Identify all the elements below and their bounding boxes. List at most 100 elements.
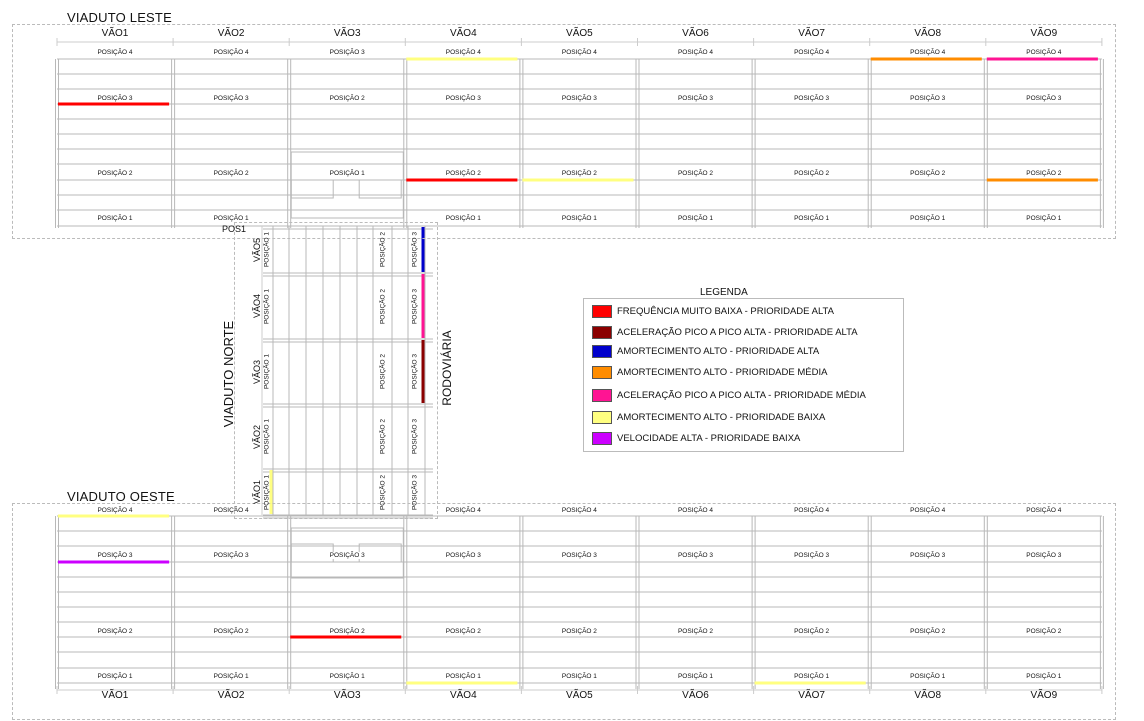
legend-label: ACELERAÇÃO PICO A PICO ALTA - PRIORIDADE…	[617, 389, 866, 401]
position-label: POSIÇÃO 3	[85, 95, 145, 102]
position-label: POSIÇÃO 3	[781, 552, 842, 559]
position-label: POSIÇÃO 4	[549, 507, 610, 514]
position-label: POSIÇÃO 2	[781, 170, 842, 177]
span-label: VÃO4	[449, 28, 477, 39]
position-label: POSIÇÃO 2	[665, 628, 726, 635]
position-label: POSIÇÃO 2	[433, 170, 494, 177]
north-position-label: POSIÇÃO 2	[379, 231, 387, 268]
legend-swatch	[592, 304, 612, 318]
legend-item: VELOCIDADE ALTA - PRIORIDADE BAIXA	[592, 430, 800, 446]
north-position-label: POSIÇÃO 2	[379, 474, 387, 510]
north-position-label: POSIÇÃO 3	[411, 418, 419, 455]
north-span-label: VÃO3	[252, 359, 262, 384]
north-pos1-label: POS1	[222, 224, 247, 234]
position-label: POSIÇÃO 2	[1013, 628, 1074, 635]
north-position-label: POSIÇÃO 1	[263, 474, 271, 510]
north-position-label: POSIÇÃO 3	[411, 288, 419, 324]
span-label: VÃO9	[1030, 690, 1058, 701]
position-label: POSIÇÃO 2	[549, 170, 610, 177]
legend-item: AMORTECIMENTO ALTO - PRIORIDADE MÉDIA	[592, 364, 827, 380]
position-label: POSIÇÃO 1	[549, 215, 610, 222]
west-viaduct-outline	[12, 503, 1116, 720]
position-label: POSIÇÃO 2	[317, 628, 378, 635]
span-label: VÃO8	[914, 28, 942, 39]
east-viaduct-outline	[12, 24, 1116, 239]
position-label: POSIÇÃO 3	[549, 95, 610, 102]
north-position-label: POSIÇÃO 1	[263, 288, 271, 324]
north-span-label: VÃO4	[252, 294, 262, 319]
legend-item: AMORTECIMENTO ALTO - PRIORIDADE ALTA	[592, 343, 819, 359]
position-label: POSIÇÃO 4	[665, 507, 726, 514]
legend-label: AMORTECIMENTO ALTO - PRIORIDADE BAIXA	[617, 411, 826, 423]
position-label: POSIÇÃO 2	[201, 628, 262, 635]
position-label: POSIÇÃO 2	[897, 628, 958, 635]
span-label: VÃO2	[217, 690, 245, 701]
north-viaduct-outline	[234, 222, 438, 519]
position-label: POSIÇÃO 4	[433, 49, 494, 56]
position-label: POSIÇÃO 2	[433, 628, 494, 635]
position-label: POSIÇÃO 3	[433, 95, 494, 102]
position-label: POSIÇÃO 4	[1013, 507, 1074, 514]
span-label: VÃO9	[1030, 28, 1058, 39]
north-viaduct-title: VIADUTO NORTE	[221, 320, 236, 428]
north-span-label: VÃO5	[252, 237, 262, 262]
rodoviaria-label: RODOVIÁRIA	[440, 330, 454, 406]
north-position-label: POSIÇÃO 3	[411, 353, 419, 390]
position-label: POSIÇÃO 4	[781, 507, 842, 514]
position-label: POSIÇÃO 1	[897, 215, 958, 222]
position-label: POSIÇÃO 4	[201, 49, 262, 56]
position-label: POSIÇÃO 2	[317, 95, 378, 102]
north-position-label: POSIÇÃO 2	[379, 288, 387, 324]
position-label: POSIÇÃO 2	[201, 170, 262, 177]
east-junction-part	[290, 179, 334, 199]
position-label: POSIÇÃO 2	[665, 170, 726, 177]
position-label: POSIÇÃO 3	[665, 95, 726, 102]
east-viaduct-title: VIADUTO LESTE	[67, 10, 172, 25]
position-label: POSIÇÃO 1	[433, 215, 494, 222]
position-label: POSIÇÃO 1	[85, 215, 145, 222]
position-label: POSIÇÃO 1	[549, 673, 610, 680]
north-span-label: VÃO1	[252, 480, 262, 505]
span-label: VÃO1	[101, 690, 129, 701]
legend-item: FREQUÊNCIA MUITO BAIXA - PRIORIDADE ALTA	[592, 303, 834, 319]
position-label: POSIÇÃO 1	[665, 215, 726, 222]
position-label: POSIÇÃO 1	[1013, 673, 1074, 680]
position-label: POSIÇÃO 2	[85, 628, 145, 635]
span-label: VÃO8	[914, 690, 942, 701]
position-label: POSIÇÃO 3	[201, 95, 262, 102]
position-label: POSIÇÃO 3	[85, 552, 145, 559]
position-label: POSIÇÃO 3	[665, 552, 726, 559]
position-label: POSIÇÃO 4	[85, 507, 145, 514]
legend-swatch	[592, 388, 612, 402]
span-label: VÃO7	[798, 28, 825, 39]
legend-swatch	[592, 325, 612, 339]
position-label: POSIÇÃO 3	[897, 552, 958, 559]
legend-label: VELOCIDADE ALTA - PRIORIDADE BAIXA	[617, 432, 801, 444]
position-label: POSIÇÃO 1	[317, 170, 378, 177]
position-label: POSIÇÃO 1	[85, 673, 145, 680]
position-label: POSIÇÃO 3	[317, 552, 378, 559]
position-label: POSIÇÃO 4	[897, 507, 958, 514]
position-label: POSIÇÃO 4	[1013, 49, 1074, 56]
north-position-label: POSIÇÃO 1	[263, 353, 271, 390]
position-label: POSIÇÃO 1	[201, 215, 262, 222]
position-label: POSIÇÃO 1	[317, 673, 378, 680]
position-label: POSIÇÃO 3	[549, 552, 610, 559]
position-label: POSIÇÃO 4	[665, 49, 726, 56]
span-label: VÃO3	[333, 690, 361, 701]
west-viaduct-title: VIADUTO OESTE	[67, 489, 175, 504]
position-label: POSIÇÃO 1	[781, 215, 842, 222]
position-label: POSIÇÃO 2	[781, 628, 842, 635]
legend-swatch	[592, 365, 612, 379]
legend-swatch	[592, 431, 612, 445]
legend-box: FREQUÊNCIA MUITO BAIXA - PRIORIDADE ALTA…	[583, 298, 904, 452]
position-label: POSIÇÃO 4	[433, 507, 494, 514]
position-label: POSIÇÃO 3	[201, 552, 262, 559]
position-label: POSIÇÃO 1	[201, 673, 262, 680]
position-label: POSIÇÃO 1	[781, 673, 842, 680]
position-label: POSIÇÃO 1	[665, 673, 726, 680]
north-position-label: POSIÇÃO 3	[411, 231, 419, 268]
position-label: POSIÇÃO 3	[317, 49, 378, 56]
legend-label: FREQUÊNCIA MUITO BAIXA - PRIORIDADE ALTA	[617, 305, 834, 317]
